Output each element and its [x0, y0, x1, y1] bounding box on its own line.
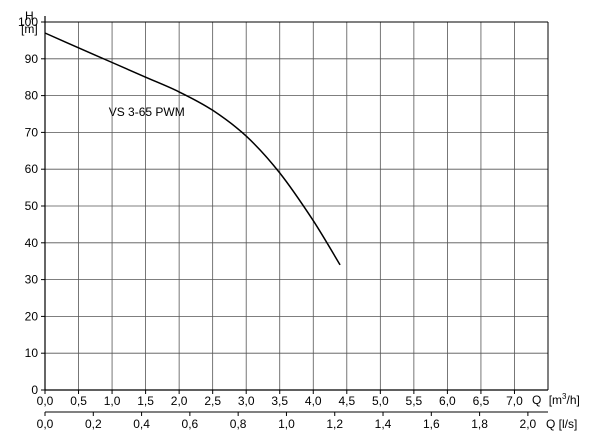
y-axis-symbol: H	[25, 9, 34, 23]
x-tick-label-primary: 3,0	[238, 394, 255, 408]
x-tick-label-secondary: 0,8	[230, 417, 247, 431]
x-tick-label-primary: 2,0	[171, 394, 188, 408]
chart-labels: 0,0 0,5 1,0 1,5 2,0 2,5 3,0 3,5 4,0 4,5 5,0 5,5 6,0 6…	[18, 15, 537, 431]
x-tick-label-primary: 3,5	[271, 394, 288, 408]
y-tick-label: 40	[25, 236, 39, 250]
x-tick-label-primary: 1,5	[137, 394, 154, 408]
x-axis-primary-unit-rest: /h]	[566, 393, 579, 407]
x-tick-label-secondary: 1,2	[326, 417, 343, 431]
x-tick-label-secondary: 0,4	[133, 417, 150, 431]
x-tick-label-secondary: 0,2	[85, 417, 102, 431]
x-tick-label-primary: 0,0	[37, 394, 54, 408]
y-tick-label: 50	[25, 199, 39, 213]
x-axis-primary-unit-base: [m	[549, 393, 562, 407]
y-tick-label: 90	[25, 52, 39, 66]
x-axis-secondary-title: Q [l/s]	[546, 417, 577, 431]
x-axis-primary-unit-sup: 3	[562, 392, 567, 401]
x-tick-label-primary: 4,5	[338, 394, 355, 408]
x-tick-label-primary: 5,0	[372, 394, 389, 408]
x-tick-label-primary: 4,0	[305, 394, 322, 408]
series-layer	[44, 32, 341, 266]
x-tick-label-secondary: 1,8	[471, 417, 488, 431]
y-tick-label: 30	[25, 273, 39, 287]
x-tick-label-secondary: 0,6	[182, 417, 199, 431]
y-tick-label: 80	[25, 89, 39, 103]
x-tick-label-secondary: 1,4	[375, 417, 392, 431]
chart-grid	[45, 21, 548, 390]
x-tick-label-primary: 6,0	[439, 394, 456, 408]
chart-axes	[41, 16, 549, 416]
y-tick-label: 60	[25, 162, 39, 176]
y-tick-label: 100	[18, 15, 38, 29]
y-tick-label: 20	[25, 309, 39, 323]
x-axis-primary-title: Q [m3/h]	[532, 392, 580, 407]
x-tick-label-secondary: 1,6	[423, 417, 440, 431]
x-tick-label-primary: 5,5	[406, 394, 423, 408]
x-tick-label-primary: 7,0	[506, 394, 523, 408]
x-tick-label-primary: 6,5	[473, 394, 490, 408]
y-tick-label: 70	[25, 125, 39, 139]
series-line-vs-3-65-pwm	[44, 32, 341, 266]
x-tick-label-primary: 0,5	[70, 394, 87, 408]
x-axis-primary-symbol: Q	[532, 393, 541, 407]
y-axis-unit: [m]	[21, 22, 38, 36]
x-tick-label-primary: 1,0	[104, 394, 121, 408]
x-tick-label-secondary: 1,0	[278, 417, 295, 431]
y-tick-label: 0	[31, 383, 38, 397]
y-tick-label: 10	[25, 346, 39, 360]
x-tick-label-secondary: 0,0	[37, 417, 54, 431]
series-label-vs-3-65-pwm: VS 3-65 PWM	[109, 105, 185, 119]
x-tick-label-secondary: 2,0	[520, 417, 537, 431]
x-tick-label-primary: 2,5	[204, 394, 221, 408]
